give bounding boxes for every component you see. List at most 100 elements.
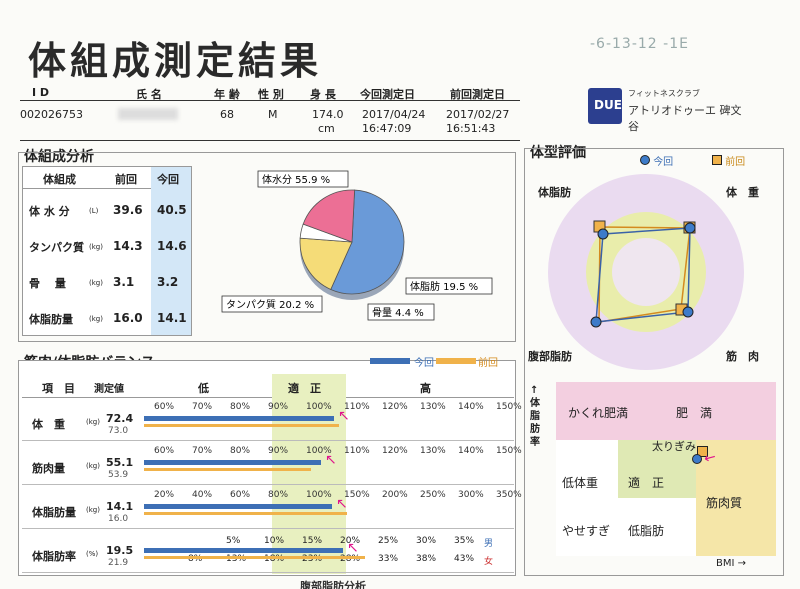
pie-label-water: 体水分 55.9 % bbox=[262, 174, 330, 186]
page-title: 体組成測定結果 bbox=[28, 39, 323, 83]
composition-title: 体組成分析 bbox=[24, 149, 94, 165]
grid-zone-lowfat bbox=[618, 498, 696, 556]
balance-row-prev: 73.0 bbox=[108, 426, 129, 436]
header-prev: 前回 bbox=[115, 173, 137, 186]
current-date: 2017/04/24 bbox=[362, 108, 426, 121]
scale-tick: 150% bbox=[496, 402, 522, 412]
scale-tick-female: 28% bbox=[340, 554, 361, 564]
scale-tick: 60% bbox=[230, 490, 251, 500]
age-value: 68 bbox=[220, 108, 234, 121]
radar-axis-fat: 体脂肪 bbox=[538, 186, 571, 199]
arrow-icon: ↖ bbox=[336, 496, 348, 512]
legend-now-icon bbox=[640, 155, 650, 165]
scale-tick: 60% bbox=[154, 402, 175, 412]
bodytype-title: 体型評価 bbox=[530, 145, 586, 161]
scale-tick-male: 25% bbox=[378, 536, 399, 546]
composition-panel bbox=[18, 152, 516, 342]
scale-tick: 200% bbox=[382, 490, 408, 500]
scale-tick: 80% bbox=[230, 402, 251, 412]
radar-inner-ring bbox=[612, 238, 680, 306]
balance-row-unit: (%) bbox=[86, 550, 99, 558]
current-time: 16:47:09 bbox=[362, 122, 412, 135]
balance-header-high: 高 bbox=[420, 382, 431, 395]
scale-tick: 140% bbox=[458, 402, 484, 412]
scale-tick-female: 18% bbox=[264, 554, 285, 564]
scale-tick: 60% bbox=[154, 446, 175, 456]
grid-label: 適 正 bbox=[628, 476, 665, 490]
row-divider bbox=[22, 528, 514, 529]
balance-header-item: 項 目 bbox=[42, 382, 75, 395]
name-value-blurred bbox=[118, 108, 178, 120]
bar-previous bbox=[144, 556, 365, 559]
scale-tick-female: 43% bbox=[454, 554, 475, 564]
col-age: 年 齢 bbox=[214, 88, 240, 101]
radar-now-point bbox=[684, 222, 696, 234]
scale-tick: 100% bbox=[306, 490, 332, 500]
row-label: 骨 量 bbox=[29, 277, 66, 290]
scale-tick-female: 8% bbox=[188, 554, 203, 564]
height-value: 174.0 bbox=[312, 108, 344, 121]
arrow-icon: ↖ bbox=[347, 540, 359, 556]
composition-pie-chart: 体水分 55.9 % 体脂肪 19.5 % 骨量 4.4 % タンパク質 20.… bbox=[221, 170, 493, 321]
header-curr: 今回 bbox=[157, 173, 179, 186]
grid-label: かくれ肥満 bbox=[568, 406, 629, 420]
balance-row-curr: 55.1 bbox=[106, 456, 134, 469]
scale-tick: 300% bbox=[458, 490, 484, 500]
balance-row-label: 筋肉量 bbox=[32, 462, 65, 475]
scale-tick-female: 33% bbox=[378, 554, 399, 564]
bodytype-panel bbox=[524, 148, 784, 576]
scale-tick-female: 38% bbox=[416, 554, 437, 564]
sex-value: M bbox=[268, 108, 278, 121]
col-sex: 性 別 bbox=[258, 88, 284, 101]
grid-label: 低体重 bbox=[562, 476, 599, 490]
balance-row-label: 体脂肪率 bbox=[32, 550, 76, 563]
table-header bbox=[23, 167, 191, 189]
grid-zone-fat bbox=[556, 382, 776, 440]
scale-tick-male: 30% bbox=[416, 536, 437, 546]
sex-male: 男 bbox=[484, 539, 494, 549]
scale-tick-male: 10% bbox=[264, 536, 285, 546]
header-item: 体組成 bbox=[43, 173, 76, 186]
legend-prev-label: 前回 bbox=[725, 157, 746, 168]
balance-row-prev: 53.9 bbox=[108, 470, 129, 480]
grid-label: 太りぎみ bbox=[652, 440, 696, 453]
row-prev: 39.6 bbox=[113, 203, 143, 217]
bar-previous bbox=[144, 424, 339, 427]
row-curr: 14.1 bbox=[157, 311, 187, 325]
scale-tick: 80% bbox=[268, 490, 289, 500]
scale-tick-male: 20% bbox=[340, 536, 361, 546]
balance-header-normal: 適 正 bbox=[288, 382, 321, 395]
bodytype-radar bbox=[548, 174, 744, 370]
grid-y-label: ↑体脂肪率 bbox=[530, 385, 540, 448]
grid-zone-light bbox=[556, 440, 618, 556]
balance-header-value: 測定値 bbox=[94, 384, 124, 395]
grid-label: 低脂肪 bbox=[628, 524, 665, 538]
balance-table: 項 目 測定値 低 適 正 高 体 重 (kg) 72.4 73.0 60% 70% 80%… bbox=[22, 374, 522, 574]
grid-zone-normal bbox=[618, 440, 696, 498]
row-label: タンパク質 bbox=[29, 241, 84, 254]
bar-current bbox=[144, 504, 332, 509]
row-curr: 14.6 bbox=[157, 239, 187, 253]
stamp: -6-13-12 -1E bbox=[590, 36, 689, 52]
col-height: 身 長 bbox=[310, 88, 336, 101]
bar-previous bbox=[144, 512, 347, 515]
divider bbox=[20, 100, 520, 101]
scale-tick: 40% bbox=[192, 490, 213, 500]
pie-slice-1 bbox=[299, 237, 353, 290]
grid-label: やせすぎ bbox=[562, 524, 611, 538]
current-column-highlight bbox=[151, 167, 191, 335]
bar-current bbox=[144, 548, 343, 553]
logo-name: アトリオドゥーエ 碑文谷 bbox=[628, 104, 742, 133]
radar-now-point bbox=[597, 228, 609, 240]
scale-tick-male: 15% bbox=[302, 536, 323, 546]
row-divider bbox=[22, 484, 514, 485]
composition-table: 体組成 前回 今回 体 水 分 (L) 39.6 40.5 タンパク質 (kg)… bbox=[22, 166, 192, 336]
pie-slice-0 bbox=[330, 189, 405, 295]
grid-zone-muscular bbox=[696, 440, 776, 556]
col-current-date: 今回測定日 bbox=[360, 88, 415, 101]
prev-time: 16:51:43 bbox=[446, 122, 496, 135]
id-value: 002026753 bbox=[20, 108, 83, 121]
col-name: 氏 名 bbox=[136, 88, 162, 101]
legend-prev-icon bbox=[712, 155, 722, 165]
row-prev: 16.0 bbox=[113, 311, 143, 325]
